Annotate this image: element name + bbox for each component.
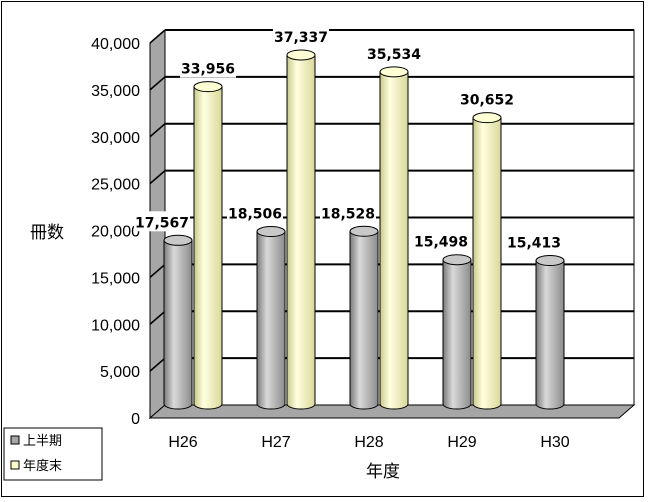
x-tick-label: H27 [261, 434, 290, 451]
bar-上半期-H28 [349, 225, 379, 410]
bar-上半期-H26 [163, 234, 193, 410]
data-label: 30,652 [459, 88, 515, 109]
gridline-side [149, 310, 166, 325]
bar-上半期-H29 [442, 254, 472, 410]
y-tick-label: 25,000 [91, 177, 140, 194]
y-axis-ticks: 0 5,000 10,000 15,000 20,000 25,000 30,000 35,0… [91, 36, 140, 428]
x-axis-ticks: H26 H27 H28 H29 H30 [168, 434, 569, 451]
bars [163, 49, 565, 410]
y-tick-label: 0 [131, 411, 140, 428]
data-label-text: 15,413 [507, 236, 561, 252]
data-label-text: 18,506 [228, 207, 282, 223]
legend-label-s1: 上半期 [23, 434, 62, 449]
gridline-side [149, 123, 166, 138]
data-label: 15,413 [506, 231, 562, 252]
data-label-text: 15,498 [414, 235, 468, 251]
legend-swatch-s1 [10, 435, 20, 445]
gridline-side [149, 29, 166, 44]
x-tick-label: H30 [540, 434, 569, 451]
data-labels: 17,567 33,956 18,506 37,337 18,528 35,534 15,4… [134, 25, 562, 252]
data-label: 17,567 [134, 211, 190, 232]
gridline-side [149, 76, 166, 91]
data-label: 15,498 [413, 230, 469, 251]
data-label-text: 37,337 [274, 30, 328, 46]
y-tick-label: 30,000 [91, 130, 140, 147]
data-label: 33,956 [180, 57, 236, 78]
gridline-side [149, 263, 166, 278]
data-label-text: 30,652 [460, 93, 514, 109]
bar-上半期-H30 [535, 255, 565, 410]
x-axis-label: 年度 [366, 462, 400, 482]
data-label: 35,534 [366, 42, 422, 63]
y-axis-label: 冊数 [30, 223, 64, 243]
data-label-text: 33,956 [181, 62, 235, 78]
x-tick-label: H26 [168, 434, 197, 451]
legend: 上半期 年度末 [3, 427, 103, 481]
bar-年度末-H28 [379, 66, 409, 410]
data-label: 18,528 [320, 202, 376, 223]
data-label-text: 35,534 [367, 47, 421, 63]
data-label-text: 17,567 [135, 215, 189, 231]
x-tick-label: H29 [447, 434, 476, 451]
y-tick-label: 15,000 [91, 270, 140, 287]
data-label: 18,506 [227, 202, 283, 223]
y-tick-label: 10,000 [91, 317, 140, 334]
bar-年度末-H27 [286, 49, 316, 410]
bar-年度末-H26 [193, 81, 223, 410]
y-tick-label: 20,000 [91, 224, 140, 241]
legend-label-s2: 年度末 [23, 458, 62, 474]
bar-年度末-H29 [472, 112, 502, 410]
legend-swatch-s2 [10, 460, 20, 470]
data-label: 37,337 [273, 25, 329, 46]
y-tick-label: 5,000 [100, 364, 140, 381]
y-tick-label: 40,000 [91, 36, 140, 53]
y-tick-label: 35,000 [91, 83, 140, 100]
x-tick-label: H28 [354, 434, 383, 451]
bar-上半期-H27 [256, 226, 286, 410]
data-label-text: 18,528 [321, 206, 375, 222]
gridline-side [149, 170, 166, 185]
gridline-side [149, 357, 166, 372]
